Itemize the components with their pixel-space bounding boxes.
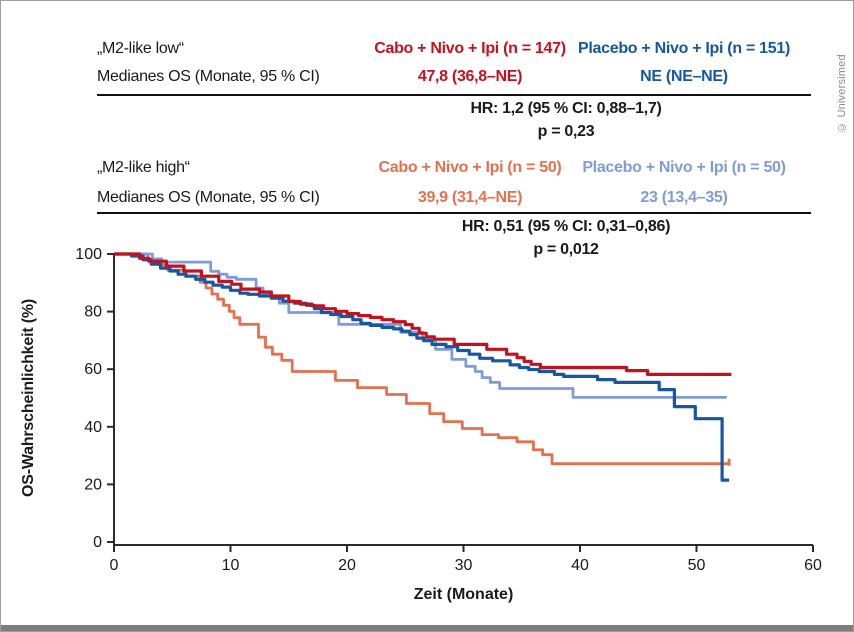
group1-hazard-ratio: HR: 1,2 (95 % CI: 0,88–1,7) — [470, 100, 662, 117]
survival-curve-salmon — [114, 252, 730, 466]
group1-arm1-median: 47,8 (36,8–NE) — [417, 68, 523, 85]
group1-arm2-median: NE (NE–NE) — [640, 68, 728, 85]
group2-label: „M2-like high“ — [97, 159, 190, 176]
group2-hazard-ratio: HR: 0,51 (95 % CI: 0,31–0,86) — [461, 218, 671, 235]
x-tick-label: 20 — [338, 557, 356, 574]
survival-curve-light_blue — [114, 252, 727, 399]
bottom-accent-bar — [1, 625, 853, 631]
x-tick-label: 30 — [455, 557, 473, 574]
group1-row-label: Medianes OS (Monate, 95 % CI) — [97, 68, 320, 85]
y-tick-label: 40 — [84, 419, 102, 436]
group1-label: „M2-like low“ — [97, 40, 184, 57]
survival-curve-blue — [114, 252, 730, 482]
y-tick-label: 20 — [84, 476, 102, 493]
y-tick-label: 0 — [93, 534, 102, 551]
survival-curve-red — [114, 252, 732, 376]
x-tick-label: 60 — [804, 557, 822, 574]
y-axis-title: OS-Wahrscheinlichkeit (%) — [20, 299, 37, 498]
x-tick-label: 0 — [110, 557, 119, 574]
group2-row-label: Medianes OS (Monate, 95 % CI) — [97, 189, 320, 206]
group2-arm2-header: Placebo + Nivo + Ipi (n = 50) — [582, 159, 786, 176]
y-tick-label: 60 — [84, 361, 102, 378]
group2-arm1-header: Cabo + Nivo + Ipi (n = 50) — [378, 159, 562, 176]
group2-p-value: p = 0,012 — [533, 241, 599, 258]
group2-arm1-median: 39,9 (31,4–NE) — [417, 189, 523, 206]
x-tick-label: 40 — [571, 557, 589, 574]
copyright-credit: © Universimed — [836, 54, 848, 133]
table-rule-2 — [97, 212, 811, 214]
group1-arm1-header: Cabo + Nivo + Ipi (n = 147) — [374, 40, 566, 57]
x-tick-label: 50 — [688, 557, 706, 574]
y-tick-label: 80 — [84, 304, 102, 321]
y-tick-label: 100 — [75, 246, 102, 263]
x-tick-label: 10 — [222, 557, 240, 574]
x-axis-title: Zeit (Monate) — [413, 586, 514, 603]
group2-arm2-median: 23 (13,4–35) — [640, 189, 728, 206]
group1-arm2-header: Placebo + Nivo + Ipi (n = 151) — [578, 40, 790, 57]
group1-p-value: p = 0,23 — [537, 123, 595, 140]
table-rule-1 — [97, 94, 811, 96]
